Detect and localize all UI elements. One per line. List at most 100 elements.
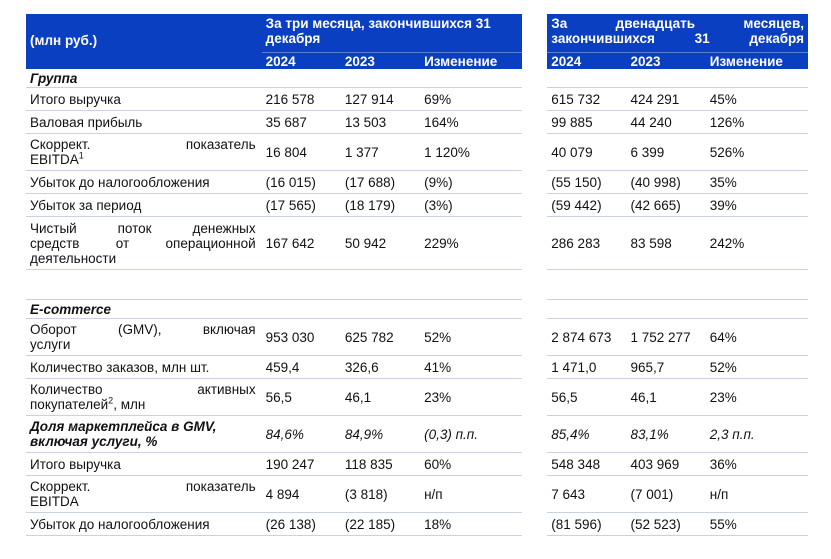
cell-q2024: 84,6% xyxy=(261,415,341,453)
cell-y2024: 7 643 xyxy=(547,475,627,513)
cell-ychange: 36% xyxy=(705,452,808,476)
cell-q2023: 326,6 xyxy=(340,355,421,379)
table-row: Итого выручка 190 247 118 835 60% 548 34… xyxy=(26,452,808,476)
cell-q2024: 190 247 xyxy=(261,452,341,476)
cell-y2023: 965,7 xyxy=(626,355,706,379)
cell-q2023: 13 503 xyxy=(340,110,421,134)
cell-q2023: (3 818) xyxy=(340,475,421,513)
cell-q2024: (26 138) xyxy=(261,512,341,536)
table-row: Скоррект. показатель EBITDA 4 894 (3 818… xyxy=(26,475,808,513)
row-label-line: включая услуги, % xyxy=(30,434,158,449)
cell-y2024: 40 079 xyxy=(547,133,627,171)
cell-q2024: 459,4 xyxy=(261,355,341,379)
row-label-line: EBITDA xyxy=(30,494,79,509)
y-year-2023-header: 2023 xyxy=(626,52,706,69)
cell-y2024: (81 596) xyxy=(547,512,627,536)
table-row: Валовая прибыль 35 687 13 503 164% 99 88… xyxy=(26,110,808,134)
table-row: Итого выручка 216 578 127 914 69% 615 73… xyxy=(26,87,808,111)
row-label: Итого выручка xyxy=(26,452,262,476)
table-years-row: 2024 2023 Изменение 2024 2023 Изменение xyxy=(26,52,808,69)
row-label-line: EBITDA1 xyxy=(30,150,84,167)
cell-q2023: 46,1 xyxy=(340,378,421,416)
section-header-row: E-commerce xyxy=(26,299,808,319)
y-year-2024-header: 2024 xyxy=(547,52,627,69)
cell-y2023: 1 752 277 xyxy=(626,318,706,356)
table-row: Скоррект. показатель EBITDA1 16 804 1 37… xyxy=(26,133,808,171)
cell-y2024: (55 150) xyxy=(547,170,627,194)
row-label: Количество активных покупателей2, млн xyxy=(26,378,262,416)
cell-y2023: 46,1 xyxy=(626,378,706,416)
row-label: Убыток до налогообложения xyxy=(26,512,262,536)
cell-y2023: (42 665) xyxy=(626,193,706,217)
financial-table-container: (млн руб.) За три месяца, закончившихся … xyxy=(26,14,808,536)
row-label-line: покупателей2, млн xyxy=(30,395,146,412)
footnote-marker: 2 xyxy=(108,395,114,406)
row-label-line: Доля маркетплейса в GMV, xyxy=(30,419,217,434)
spacer-row xyxy=(26,282,808,300)
cell-y2024: 56,5 xyxy=(547,378,627,416)
cell-q2023: 127 914 xyxy=(340,87,421,111)
q-year-2023-header: 2023 xyxy=(340,52,421,69)
cell-ychange: 55% xyxy=(705,512,808,536)
cell-ychange: 242% xyxy=(705,216,808,270)
section-header-row: Группа xyxy=(26,69,808,88)
row-label-line: Чистый поток денежных xyxy=(30,220,256,236)
cell-y2024: 286 283 xyxy=(547,216,627,270)
cell-q2024: 167 642 xyxy=(261,216,341,270)
cell-qchange: 229% xyxy=(420,216,523,270)
row-label: Убыток до налогообложения xyxy=(26,170,262,194)
cell-q2023: (17 688) xyxy=(340,170,421,194)
table-row: Убыток до налогообложения (16 015) (17 6… xyxy=(26,170,808,194)
cell-y2024: 548 348 xyxy=(547,452,627,476)
row-label: Доля маркетплейса в GMV, включая услуги,… xyxy=(26,415,262,453)
footnote-marker: 1 xyxy=(78,150,84,161)
cell-q2024: 16 804 xyxy=(261,133,341,171)
cell-q2024: (16 015) xyxy=(261,170,341,194)
q-change-header: Изменение xyxy=(420,52,523,69)
twelve-month-period-header: За двенадцать месяцев, закончившихся 31 … xyxy=(547,14,808,53)
cell-q2023: (22 185) xyxy=(340,512,421,536)
row-label: Оборот (GMV), включая услуги xyxy=(26,318,262,356)
row-label-line: Оборот (GMV), включая xyxy=(30,322,256,337)
cell-qchange: 60% xyxy=(420,452,523,476)
cell-qchange: 41% xyxy=(420,355,523,379)
cell-qchange: (0,3) п.п. xyxy=(420,415,523,453)
cell-qchange: н/п xyxy=(420,475,523,513)
cell-y2024: (59 442) xyxy=(547,193,627,217)
cell-ychange: 64% xyxy=(705,318,808,356)
cell-y2023: 424 291 xyxy=(626,87,706,111)
row-label-line: услуги xyxy=(30,337,71,352)
cell-q2023: 625 782 xyxy=(340,318,421,356)
table-row: Чистый поток денежных средств от операци… xyxy=(26,216,808,270)
cell-ychange: 35% xyxy=(705,170,808,194)
row-label-line: Скоррект. показатель xyxy=(30,479,256,494)
cell-ychange: 52% xyxy=(705,355,808,379)
cell-q2023: 118 835 xyxy=(340,452,421,476)
cell-ychange: н/п xyxy=(705,475,808,513)
table-row: Доля маркетплейса в GMV, включая услуги,… xyxy=(26,415,808,453)
cell-q2024: 35 687 xyxy=(261,110,341,134)
cell-qchange: 69% xyxy=(420,87,523,111)
cell-ychange: 23% xyxy=(705,378,808,416)
cell-y2023: (52 523) xyxy=(626,512,706,536)
cell-q2023: 84,9% xyxy=(340,415,421,453)
table-row: Убыток до налогообложения (26 138) (22 1… xyxy=(26,512,808,536)
cell-ychange: 39% xyxy=(705,193,808,217)
cell-qchange: 1 120% xyxy=(420,133,523,171)
cell-ychange: 126% xyxy=(705,110,808,134)
cell-y2024: 2 874 673 xyxy=(547,318,627,356)
cell-y2024: 1 471,0 xyxy=(547,355,627,379)
section-title-ecommerce: E-commerce xyxy=(26,299,262,319)
cell-y2023: 403 969 xyxy=(626,452,706,476)
row-label-line: деятельности xyxy=(30,250,117,266)
row-label: Скоррект. показатель EBITDA xyxy=(26,475,262,513)
row-label: Убыток за период xyxy=(26,193,262,217)
row-label: Скоррект. показатель EBITDA1 xyxy=(26,133,262,171)
cell-y2023: 6 399 xyxy=(626,133,706,171)
cell-qchange: 52% xyxy=(420,318,523,356)
cell-qchange: 23% xyxy=(420,378,523,416)
three-month-period-header: За три месяца, закончившихся 31 декабря xyxy=(261,14,523,53)
cell-y2024: 99 885 xyxy=(547,110,627,134)
cell-qchange: (3%) xyxy=(420,193,523,217)
unit-label: (млн руб.) xyxy=(26,14,262,69)
